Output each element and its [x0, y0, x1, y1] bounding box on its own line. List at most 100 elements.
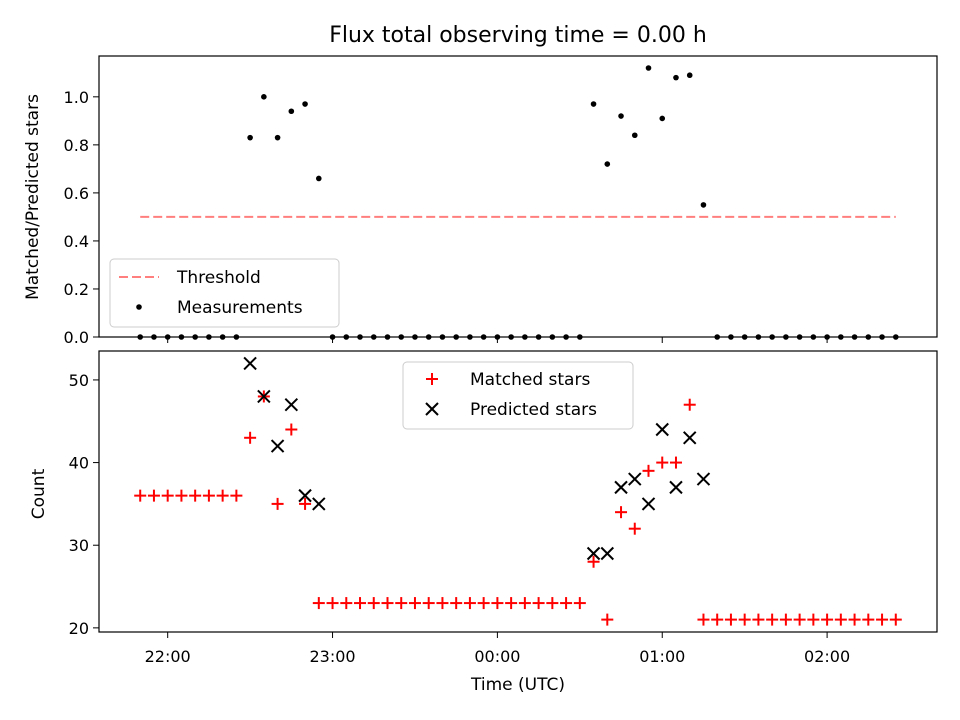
legend-matched-swatch [426, 373, 438, 385]
matched-star-point [422, 597, 435, 610]
measurement-point [604, 161, 611, 167]
bottom-y-axis-label: Count [29, 468, 49, 519]
matched-star-point [834, 613, 847, 626]
matched-star-point [230, 489, 243, 502]
bottom-x-ticks: 22:00 23:00 00:00 01:00 02:00 [145, 632, 850, 666]
matched-star-point [326, 597, 339, 610]
bottom-y-tick-label: 30 [69, 536, 89, 555]
measurement-point [659, 115, 666, 122]
measurement-point [590, 101, 597, 107]
matched-star-point [642, 464, 655, 477]
predicted-star-point [312, 497, 326, 511]
matched-star-point [546, 597, 559, 610]
legend-threshold-label: Threshold [176, 268, 261, 288]
matched-star-point [876, 613, 889, 626]
matched-star-point [766, 613, 779, 626]
matched-star-point [587, 555, 600, 568]
top-y-tick-label: 0.0 [64, 328, 89, 347]
predicted-star-point [298, 488, 312, 503]
matched-star-point [381, 597, 394, 610]
top-y-tick-label: 0.2 [64, 280, 89, 299]
top-legend-box [109, 258, 340, 328]
matched-star-point [354, 597, 367, 610]
matched-star-point [697, 613, 710, 626]
measurement-point [274, 134, 281, 141]
top-panel: Flux total observing time = 0.00 h Match… [23, 23, 938, 347]
measurement-point [302, 101, 308, 107]
measurement-point [700, 202, 707, 208]
matched-star-point [244, 431, 257, 444]
matched-star-point [711, 613, 724, 626]
matched-star-point [532, 597, 545, 610]
matched-star-point [367, 597, 380, 610]
predicted-star-point [284, 398, 299, 412]
matched-star-point [669, 456, 682, 469]
x-tick-label: 22:00 [145, 647, 191, 666]
matched-star-point [628, 522, 641, 535]
matched-star-point [436, 597, 449, 610]
matched-star-point [408, 597, 421, 610]
top-axes-frame [98, 55, 938, 338]
predicted-star-point [586, 546, 601, 561]
matched-star-point [560, 597, 573, 610]
matched-star-point [601, 613, 614, 626]
predicted-star-point [655, 422, 669, 437]
matched-star-point [793, 613, 806, 626]
predicted-star-point [270, 439, 285, 453]
bottom-y-ticks: 20 30 40 50 [69, 371, 99, 638]
legend-predicted-label: Predicted stars [470, 400, 597, 420]
predicted-star-point [669, 480, 683, 495]
matched-star-point [450, 597, 463, 610]
matched-star-point [518, 597, 531, 610]
matched-star-point [683, 398, 696, 411]
top-y-tick-label: 0.4 [64, 232, 89, 251]
matched-star-point [807, 613, 820, 626]
bottom-y-tick-label: 40 [69, 454, 89, 473]
matched-star-point [463, 597, 476, 610]
top-legend: Threshold Measurements [109, 258, 340, 328]
bottom-plot-area [134, 356, 902, 626]
matched-star-point [285, 423, 298, 436]
matched-star-point [147, 489, 160, 502]
matched-star-point [312, 597, 325, 610]
matched-star-point [889, 613, 902, 626]
bottom-axes-frame [98, 350, 938, 633]
measurement-point [673, 74, 679, 81]
matched-star-point [848, 613, 861, 626]
legend-matched-marker [426, 373, 438, 385]
matched-star-point [395, 597, 408, 610]
matched-star-point [202, 489, 215, 502]
top-y-tick-label: 1.0 [64, 88, 89, 107]
matched-star-point [656, 456, 669, 469]
x-tick-label: 00:00 [474, 647, 520, 666]
predicted-star-point [641, 497, 656, 511]
matched-star-point [821, 613, 834, 626]
measurement-point [316, 175, 322, 182]
matched-star-point [615, 506, 628, 519]
matched-star-point [491, 597, 504, 610]
bottom-y-tick-label: 20 [69, 619, 89, 638]
x-tick-label: 01:00 [639, 647, 685, 666]
matched-star-point [216, 489, 229, 502]
measurement-point [631, 132, 638, 139]
legend-measurements-swatch [136, 304, 142, 310]
predicted-star-point [683, 431, 697, 445]
measurement-point [261, 94, 267, 100]
top-y-tick-label: 0.6 [64, 184, 89, 203]
predicted-star-point [614, 480, 628, 495]
bottom-legend-box [402, 361, 634, 430]
bottom-y-tick-label: 50 [69, 371, 89, 390]
predicted-star-point [257, 389, 271, 404]
measurement-point [645, 65, 652, 71]
x-axis-label: Time (UTC) [470, 675, 565, 695]
top-y-ticks: 0.0 0.2 0.4 0.6 0.8 1.0 [64, 88, 99, 347]
measurement-point [247, 134, 253, 141]
bottom-legend: Matched stars Predicted stars [402, 361, 634, 430]
matched-star-point [175, 489, 188, 502]
matched-star-point [477, 597, 490, 610]
matched-star-point [724, 613, 737, 626]
matched-star-point [271, 497, 284, 510]
matched-star-point [862, 613, 875, 626]
legend-predicted-marker [425, 402, 439, 416]
